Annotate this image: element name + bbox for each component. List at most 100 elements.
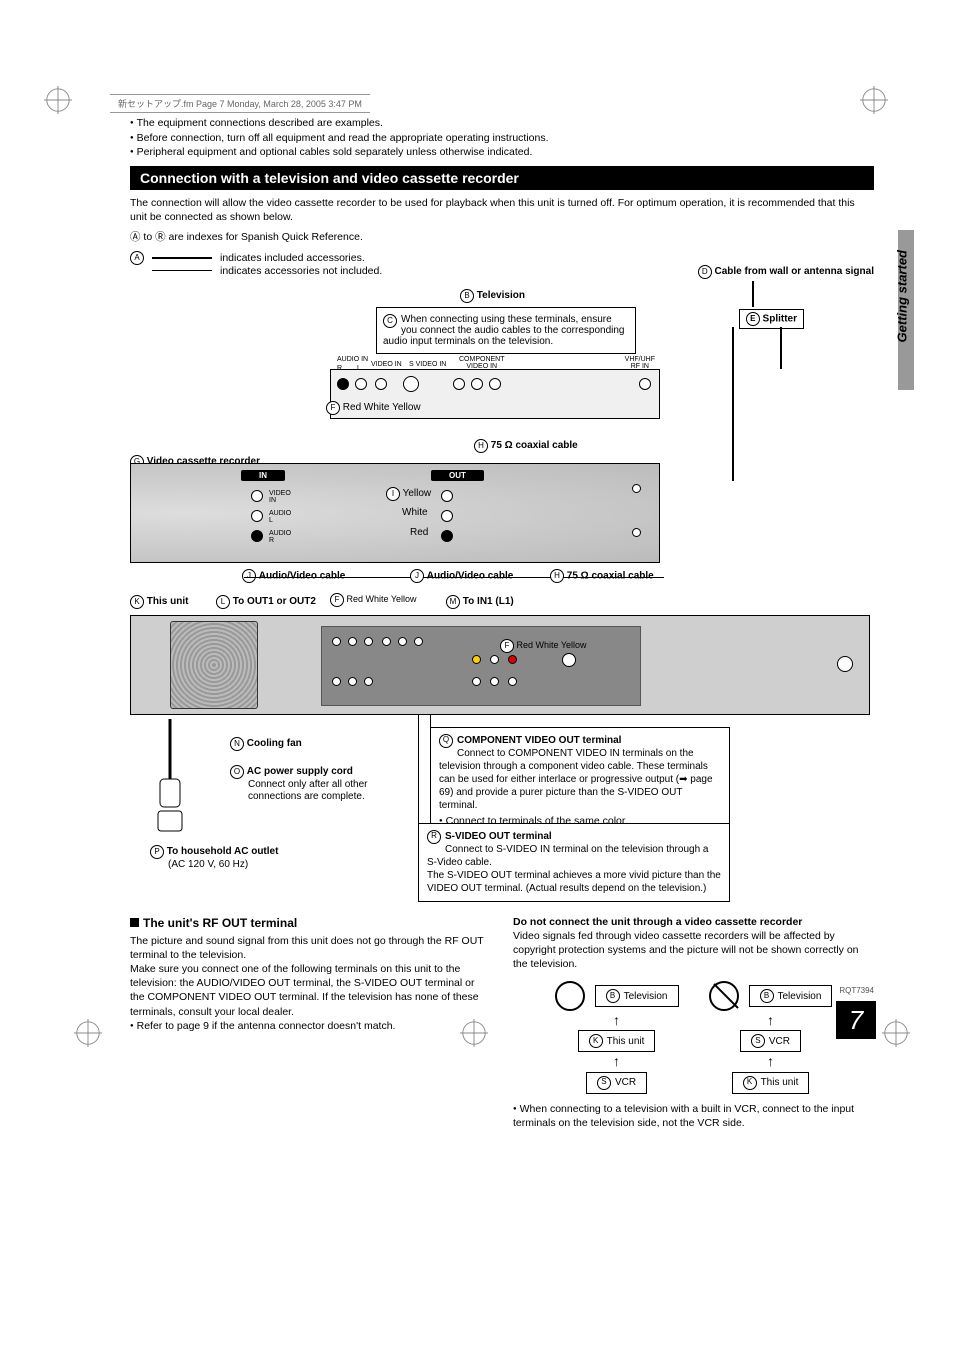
tv-r-label: R (337, 365, 342, 372)
prohibited-icon (709, 981, 739, 1011)
vcr-audio-l-lbl: AUDIO L (269, 510, 291, 524)
callout-letter: S (597, 1076, 611, 1090)
label-j-right: J Audio/Video cable (410, 569, 513, 583)
ok-icon (555, 981, 585, 1011)
tv-component-label: COMPONENT VIDEO IN (459, 356, 505, 370)
note-c-text: When connecting using these terminals, e… (383, 314, 625, 347)
registration-mark-br (882, 1019, 910, 1047)
label-red: Red (410, 527, 428, 540)
intro-bullet: Peripheral equipment and optional cables… (130, 145, 874, 160)
label-p: P To household AC outlet (AC 120 V, 60 H… (150, 845, 278, 872)
callout-letter: H (550, 569, 564, 583)
tv-audio-in-label: AUDIO IN (337, 356, 368, 363)
label-n-text: Cooling fan (247, 738, 302, 749)
leader-q (430, 715, 431, 729)
mini-vcr-ok: SVCR (586, 1072, 647, 1094)
vcr-port-rf-out (632, 528, 641, 537)
label-n: N Cooling fan (230, 737, 302, 751)
splitter-to-vcr-line (732, 327, 734, 481)
connection-diagram: D Cable from wall or antenna signal B Te… (130, 283, 874, 903)
label-h-top: H 75 Ω coaxial cable (474, 439, 578, 453)
legend-included-text: indicates included accessories. (220, 252, 365, 264)
splitter-to-tv-line (780, 327, 782, 369)
label-white: White (402, 507, 428, 520)
ac-plug-graphic (150, 719, 190, 839)
callout-letter: B (760, 989, 774, 1003)
note-q-title: COMPONENT VIDEO OUT terminal (457, 735, 621, 746)
tv-vhf-label: VHF/UHF RF IN (625, 356, 655, 370)
legend-included: A indicates included accessories. (130, 251, 874, 265)
label-f-text: Red White Yellow (343, 402, 421, 413)
incorrect-col: BTelevision ↑ SVCR ↑ KThis unit (709, 981, 833, 1093)
callout-letter: L (216, 595, 230, 609)
callout-letter: F (330, 593, 344, 607)
mini-tv-bad: B Television (749, 985, 833, 1007)
mini-tv-ok: B Television (595, 985, 679, 1007)
label-f-unit: F Red White Yellow (500, 639, 587, 653)
mini-tv-text-2: Television (778, 990, 822, 1004)
vcr-port-rf-in (632, 484, 641, 493)
tv-video-in-label: VIDEO IN (371, 361, 402, 368)
callout-letter: I (386, 487, 400, 501)
vcr-in-pill: IN (241, 470, 285, 481)
callout-letter: E (746, 312, 760, 326)
arrow-up-icon: ↑ (767, 1015, 774, 1026)
arrow-up-icon: ↑ (767, 1056, 774, 1067)
callout-letter: M (446, 595, 460, 609)
callout-letter: S (751, 1034, 765, 1048)
square-bullet-icon (130, 918, 139, 927)
callout-letter: B (606, 989, 620, 1003)
label-h-bottom: H 75 Ω coaxial cable (550, 569, 654, 583)
callout-letter: D (698, 265, 712, 279)
rf-p2: Make sure you connect one of the followi… (130, 962, 491, 1019)
rf-out-section: The unit's RF OUT terminal The picture a… (130, 915, 491, 1137)
label-l-text: To OUT1 or OUT2 (233, 596, 316, 607)
tv-port-comp-y (453, 378, 465, 390)
callout-letter: F (326, 401, 340, 415)
note-r-body: Connect to S-VIDEO IN terminal on the te… (427, 844, 721, 894)
tv-port-svideo (403, 376, 419, 392)
cooling-fan-graphic (170, 621, 258, 709)
label-m-text: To IN1 (L1) (463, 596, 514, 607)
mini-unit-text-2: This unit (761, 1076, 799, 1090)
vcr-audio-r-lbl: AUDIO R (269, 530, 291, 544)
callout-letter: C (383, 314, 397, 328)
callout-letter: K (130, 595, 144, 609)
label-l: L To OUT1 or OUT2 (216, 595, 316, 609)
section-title-bar: Connection with a television and video c… (130, 166, 874, 190)
label-k-text: This unit (147, 596, 189, 607)
registration-mark-bc (460, 1019, 488, 1047)
rf-p1: The picture and sound signal from this u… (130, 934, 491, 962)
tv-port-comp-pr (489, 378, 501, 390)
label-o-sub: Connect only after all other connections… (248, 779, 410, 804)
vcr-out-pill: OUT (431, 470, 484, 481)
label-j-text-2: Audio/Video cable (427, 570, 514, 581)
label-j-text: Audio/Video cable (259, 570, 346, 581)
registration-mark-bl (74, 1019, 102, 1047)
mini-unit-text: This unit (607, 1035, 645, 1049)
callout-letter: P (150, 845, 164, 859)
label-h-text-2: 75 Ω coaxial cable (567, 570, 654, 581)
vcr-back-panel: IN OUT VIDEO IN AUDIO L AUDIO R (130, 463, 660, 563)
legend-letter-a: A (130, 251, 144, 265)
vcr-warning-body: Video signals fed through video cassette… (513, 929, 874, 972)
cable-wall-line (752, 281, 754, 307)
vcr-port-audio-out-r (441, 530, 453, 542)
leader-r (418, 715, 419, 825)
tv-svideo-label: S VIDEO IN (409, 361, 446, 368)
note-c: C When connecting using these terminals,… (376, 307, 636, 354)
label-h-text: 75 Ω coaxial cable (491, 440, 578, 451)
tv-port-video (375, 378, 387, 390)
arrow-up-icon: ↑ (613, 1056, 620, 1067)
legend-not-included-text: indicates accessories not included. (220, 265, 382, 277)
correct-incorrect-diagram: BTelevision ↑ KThis unit ↑ SVCR BTelevis… (513, 981, 874, 1093)
mini-tv-text: Television (624, 990, 668, 1004)
label-f-text-3: Red White Yellow (517, 640, 587, 650)
label-k: K This unit (130, 595, 188, 609)
vcr-video-in-lbl: VIDEO IN (269, 490, 291, 504)
label-f-mid: F Red White Yellow (330, 593, 417, 607)
label-f-tv: F Red White Yellow (326, 401, 421, 415)
label-b-text: Television (477, 290, 525, 301)
note-q-body: Connect to COMPONENT VIDEO IN terminals … (439, 748, 713, 811)
tv-port-rf (639, 378, 651, 390)
